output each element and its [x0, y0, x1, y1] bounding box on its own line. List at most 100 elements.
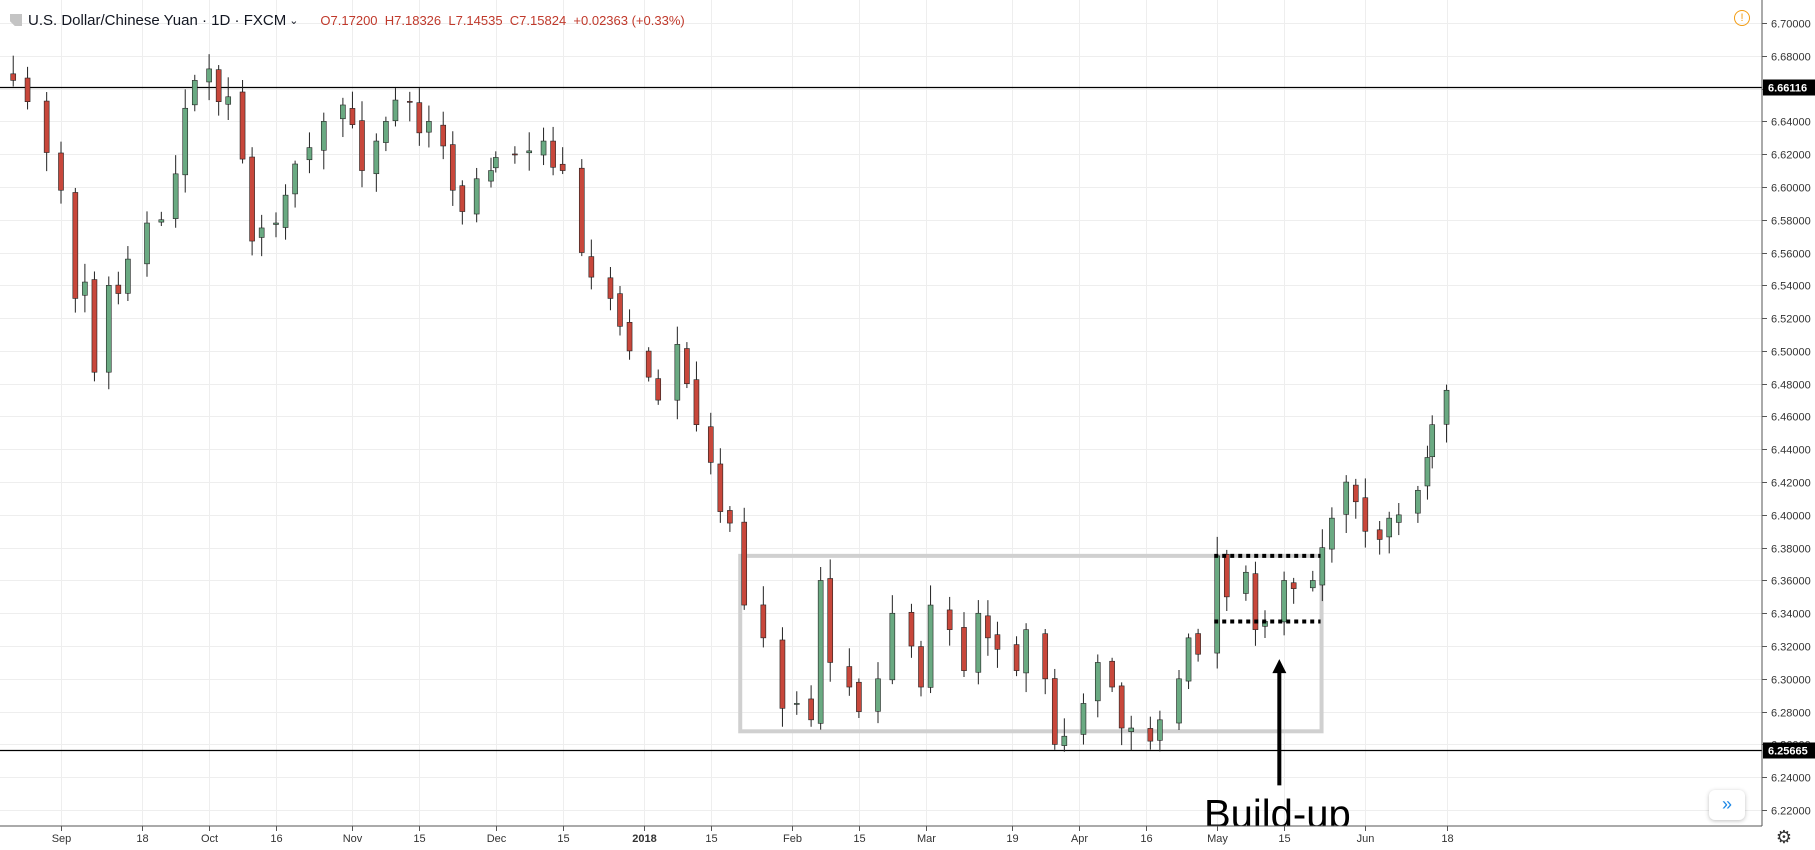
candle-body	[426, 121, 432, 133]
candle-body	[985, 615, 991, 639]
candle-body	[320, 121, 327, 151]
y-tick-label: 6.44000	[1771, 445, 1811, 457]
candle	[282, 184, 289, 240]
candle-body	[416, 102, 423, 134]
gear-icon[interactable]: ⚙	[1775, 827, 1793, 847]
candle	[349, 91, 356, 129]
candle	[359, 101, 365, 188]
x-tick-label: Feb	[783, 833, 802, 845]
x-tick-label: Dec	[487, 833, 507, 845]
x-tick-label: 15	[557, 833, 569, 845]
candle	[918, 640, 924, 697]
candle	[1329, 507, 1335, 563]
candle-body	[292, 163, 298, 195]
candle	[875, 662, 881, 724]
candle-body	[908, 611, 915, 647]
y-tick-label: 6.70000	[1771, 19, 1811, 31]
double-chevron-right-icon[interactable]: »	[1709, 790, 1745, 820]
y-tick-label: 6.62000	[1771, 150, 1811, 162]
broker-label[interactable]: FXCM	[243, 11, 287, 29]
candle-body	[82, 281, 88, 296]
candle	[512, 146, 518, 164]
candle-body	[206, 68, 212, 83]
candle-body	[617, 293, 623, 327]
candle-body	[645, 350, 652, 378]
candle	[225, 77, 232, 121]
candle	[1013, 636, 1020, 677]
candle-body	[406, 101, 413, 103]
time-axis[interactable]: Sep 18 Oct 16 Nov 15 Dec 15 2018 15 Feb 15 Mar 19 Apr 1…	[0, 825, 1815, 850]
candle	[1080, 693, 1087, 745]
candle	[1042, 628, 1049, 695]
candle-body	[684, 348, 690, 385]
x-tick-label: Oct	[201, 833, 218, 845]
chart-legend-header[interactable]: U.S. Dollar/Chinese Yuan · 1D · FXCM ⌄ O…	[0, 0, 685, 40]
candle	[58, 141, 64, 204]
candle-body	[359, 120, 365, 171]
candle	[559, 147, 566, 175]
candle-body	[125, 258, 131, 294]
y-tick-label: 6.30000	[1771, 675, 1811, 687]
candle-body	[249, 156, 255, 242]
candle	[1128, 715, 1135, 751]
x-tick-label: 15	[705, 833, 717, 845]
candle	[105, 276, 112, 390]
candle-body	[1429, 424, 1436, 458]
candle-body	[559, 163, 566, 171]
candle	[1185, 633, 1192, 690]
candle-body	[1243, 571, 1249, 594]
candle-body	[72, 192, 79, 299]
candle-body	[1376, 529, 1383, 540]
candle	[182, 89, 189, 193]
candle-body	[1415, 489, 1421, 514]
candle-body	[607, 277, 614, 299]
candle	[1319, 529, 1326, 602]
candle	[1429, 415, 1436, 469]
candle-body	[172, 173, 179, 219]
price-axis-background	[1762, 0, 1815, 850]
candle-body	[1343, 481, 1350, 515]
candles	[10, 54, 1450, 752]
candle-body	[1147, 728, 1154, 742]
candle	[927, 585, 934, 694]
y-tick-label: 6.22000	[1771, 806, 1811, 818]
candle	[24, 66, 31, 110]
candle-body	[588, 256, 595, 278]
candle	[817, 567, 824, 730]
candle	[946, 596, 953, 646]
candle	[392, 88, 399, 127]
price-axis[interactable]: 6.220006.240006.260006.280006.300006.320…	[1761, 0, 1815, 850]
candle	[125, 246, 131, 301]
x-tick-label: 19	[1006, 833, 1018, 845]
alert-icon[interactable]: !	[1734, 10, 1750, 26]
candle-body	[707, 426, 714, 463]
candle-body	[105, 285, 112, 373]
candle	[172, 155, 179, 228]
candle-body	[24, 77, 31, 103]
candle-body	[1386, 517, 1393, 538]
candle-body	[817, 580, 824, 724]
candle	[249, 147, 255, 256]
consolidation-range-box[interactable]	[738, 553, 1324, 734]
candle	[526, 132, 533, 171]
candle	[239, 79, 246, 164]
candle	[215, 65, 222, 116]
candle	[1376, 521, 1383, 555]
candle-body	[626, 322, 633, 352]
interval-label[interactable]: · 1D ·	[197, 11, 244, 29]
candle-body	[115, 284, 122, 294]
x-tick-label: Nov	[343, 833, 363, 845]
candle	[707, 412, 714, 475]
candle-body	[1109, 660, 1115, 688]
y-tick-label: 6.68000	[1771, 52, 1811, 64]
candle	[846, 648, 853, 696]
y-tick-label: 6.24000	[1771, 773, 1811, 785]
candle	[10, 55, 17, 87]
candle-body	[674, 344, 681, 401]
candle	[340, 97, 346, 138]
candle	[1023, 623, 1029, 693]
candle	[258, 214, 265, 257]
x-tick-label: 16	[270, 833, 282, 845]
chevron-down-icon[interactable]: ⌄	[289, 14, 299, 27]
